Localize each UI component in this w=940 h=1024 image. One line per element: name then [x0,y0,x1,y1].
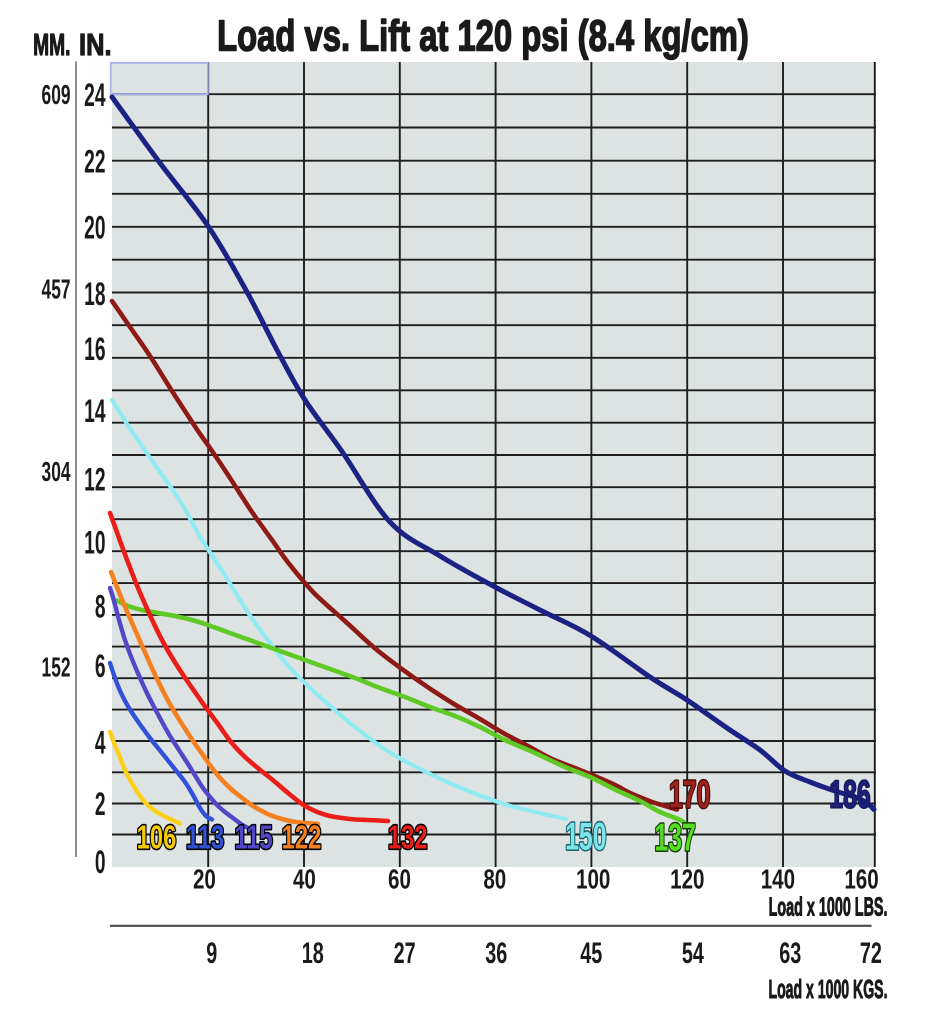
svg-text:Load vs. Lift at 120 psi (8.4: Load vs. Lift at 120 psi (8.4 kg/cm) [217,12,749,61]
svg-text:72: 72 [860,937,882,970]
svg-text:22: 22 [84,143,105,179]
svg-text:2: 2 [95,786,106,822]
svg-text:120: 120 [670,864,704,895]
svg-text:137: 137 [654,816,695,859]
svg-text:Load x 1000 LBS.: Load x 1000 LBS. [769,893,888,921]
svg-text:Load x 1000 KGS.: Load x 1000 KGS. [768,975,887,1004]
svg-text:100: 100 [576,864,610,895]
svg-text:IN.: IN. [79,28,111,63]
svg-text:8: 8 [95,588,106,624]
svg-text:MM.: MM. [33,29,70,63]
svg-text:457: 457 [42,273,71,304]
svg-text:150: 150 [565,815,606,858]
svg-text:36: 36 [485,937,507,970]
svg-text:0: 0 [95,844,106,880]
svg-text:40: 40 [293,864,316,895]
svg-text:54: 54 [682,937,704,970]
svg-text:152: 152 [42,651,71,682]
svg-text:122: 122 [282,820,322,857]
svg-text:6: 6 [95,648,106,684]
svg-text:140: 140 [761,864,795,895]
svg-text:10: 10 [84,524,105,560]
svg-text:304: 304 [42,456,71,487]
svg-text:9: 9 [206,937,217,970]
svg-text:27: 27 [394,937,416,970]
svg-text:60: 60 [388,864,411,895]
svg-text:45: 45 [580,937,602,970]
svg-text:115: 115 [234,820,272,857]
svg-text:20: 20 [193,864,216,895]
svg-text:18: 18 [84,276,105,312]
svg-text:80: 80 [483,864,506,895]
svg-text:609: 609 [42,79,71,110]
svg-text:20: 20 [84,209,105,245]
svg-text:18: 18 [302,937,324,970]
svg-text:63: 63 [779,937,801,970]
svg-text:12: 12 [84,461,105,497]
svg-text:106: 106 [137,820,177,857]
svg-text:132: 132 [388,820,428,857]
svg-text:113: 113 [186,820,224,857]
svg-text:4: 4 [95,724,106,760]
svg-text:24: 24 [84,77,106,113]
svg-text:186: 186 [829,773,870,816]
svg-text:170: 170 [669,773,710,816]
svg-text:16: 16 [84,331,105,367]
svg-text:14: 14 [84,393,106,429]
svg-text:160: 160 [844,864,878,895]
